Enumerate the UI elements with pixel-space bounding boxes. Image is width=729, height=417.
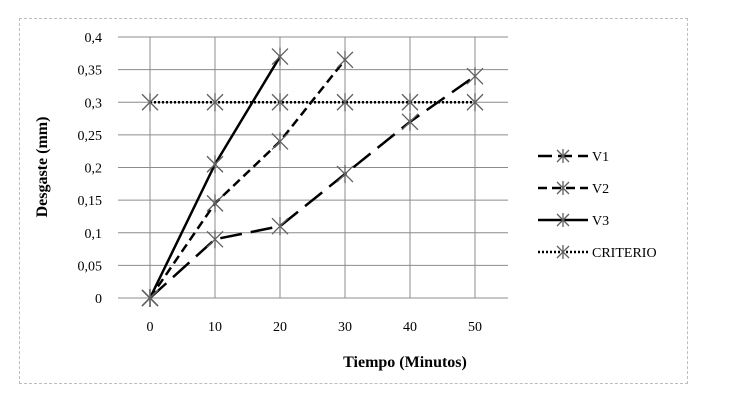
data-point-v1 <box>401 112 419 131</box>
chart-frame <box>19 18 688 384</box>
data-point-criterio <box>271 93 289 112</box>
data-point-criterio <box>401 93 419 112</box>
legend-label-criterio: CRITERIO <box>592 246 657 261</box>
y-tick-label: 0,25 <box>78 129 103 144</box>
x-tick-label: 30 <box>338 320 352 335</box>
data-point-criterio <box>466 93 484 112</box>
data-point-criterio <box>336 93 354 112</box>
legend-label-v3: V3 <box>592 214 609 229</box>
legend-marker-v1 <box>556 149 570 163</box>
y-tick-label: 0,15 <box>78 194 103 209</box>
legend-marker-criterio <box>556 245 570 259</box>
series-markers <box>141 47 484 307</box>
data-point-v3 <box>206 155 224 174</box>
y-tick-label: 0,1 <box>85 227 103 242</box>
x-tick-labels: 0 10 20 30 40 50 <box>147 320 483 335</box>
x-axis-title: Tiempo (Minutos) <box>343 354 467 371</box>
y-axis-title: Desgaste (mm) <box>34 117 51 218</box>
y-tick-label: 0,2 <box>85 162 103 177</box>
data-point-v2 <box>336 50 354 69</box>
data-point-v3 <box>141 289 159 307</box>
legend-marker-v2 <box>556 181 570 195</box>
data-point-v1 <box>271 217 289 236</box>
data-point-v1 <box>336 165 354 184</box>
data-point-v2 <box>206 194 224 213</box>
y-tick-labels: 0 0,05 0,1 0,15 0,2 0,25 0,3 0,35 0,4 <box>78 31 103 307</box>
x-tick-label: 50 <box>468 320 482 335</box>
y-tick-label: 0,35 <box>78 64 103 79</box>
x-tick-label: 40 <box>403 320 417 335</box>
y-tick-label: 0 <box>95 292 102 307</box>
legend-label-v1: V1 <box>592 150 609 165</box>
series-line-v1 <box>149 75 476 299</box>
data-point-v2 <box>271 132 289 151</box>
legend: V1 V2 V3 CRITERIO <box>538 149 657 261</box>
y-tick-label: 0,4 <box>85 31 103 46</box>
legend-label-v2: V2 <box>592 182 609 197</box>
data-point-v1 <box>206 230 224 249</box>
legend-marker-v3 <box>556 213 570 227</box>
data-point-v3 <box>271 47 289 66</box>
x-tick-label: 0 <box>147 320 154 335</box>
data-point-criterio <box>141 93 159 112</box>
data-point-criterio <box>206 93 224 112</box>
series-lines <box>148 55 476 299</box>
data-point-v1 <box>466 67 484 86</box>
y-tick-label: 0,3 <box>85 96 103 111</box>
y-tick-label: 0,05 <box>78 259 103 274</box>
x-tick-label: 10 <box>208 320 222 335</box>
series-line-v2 <box>148 59 346 299</box>
x-tick-label: 20 <box>273 320 287 335</box>
